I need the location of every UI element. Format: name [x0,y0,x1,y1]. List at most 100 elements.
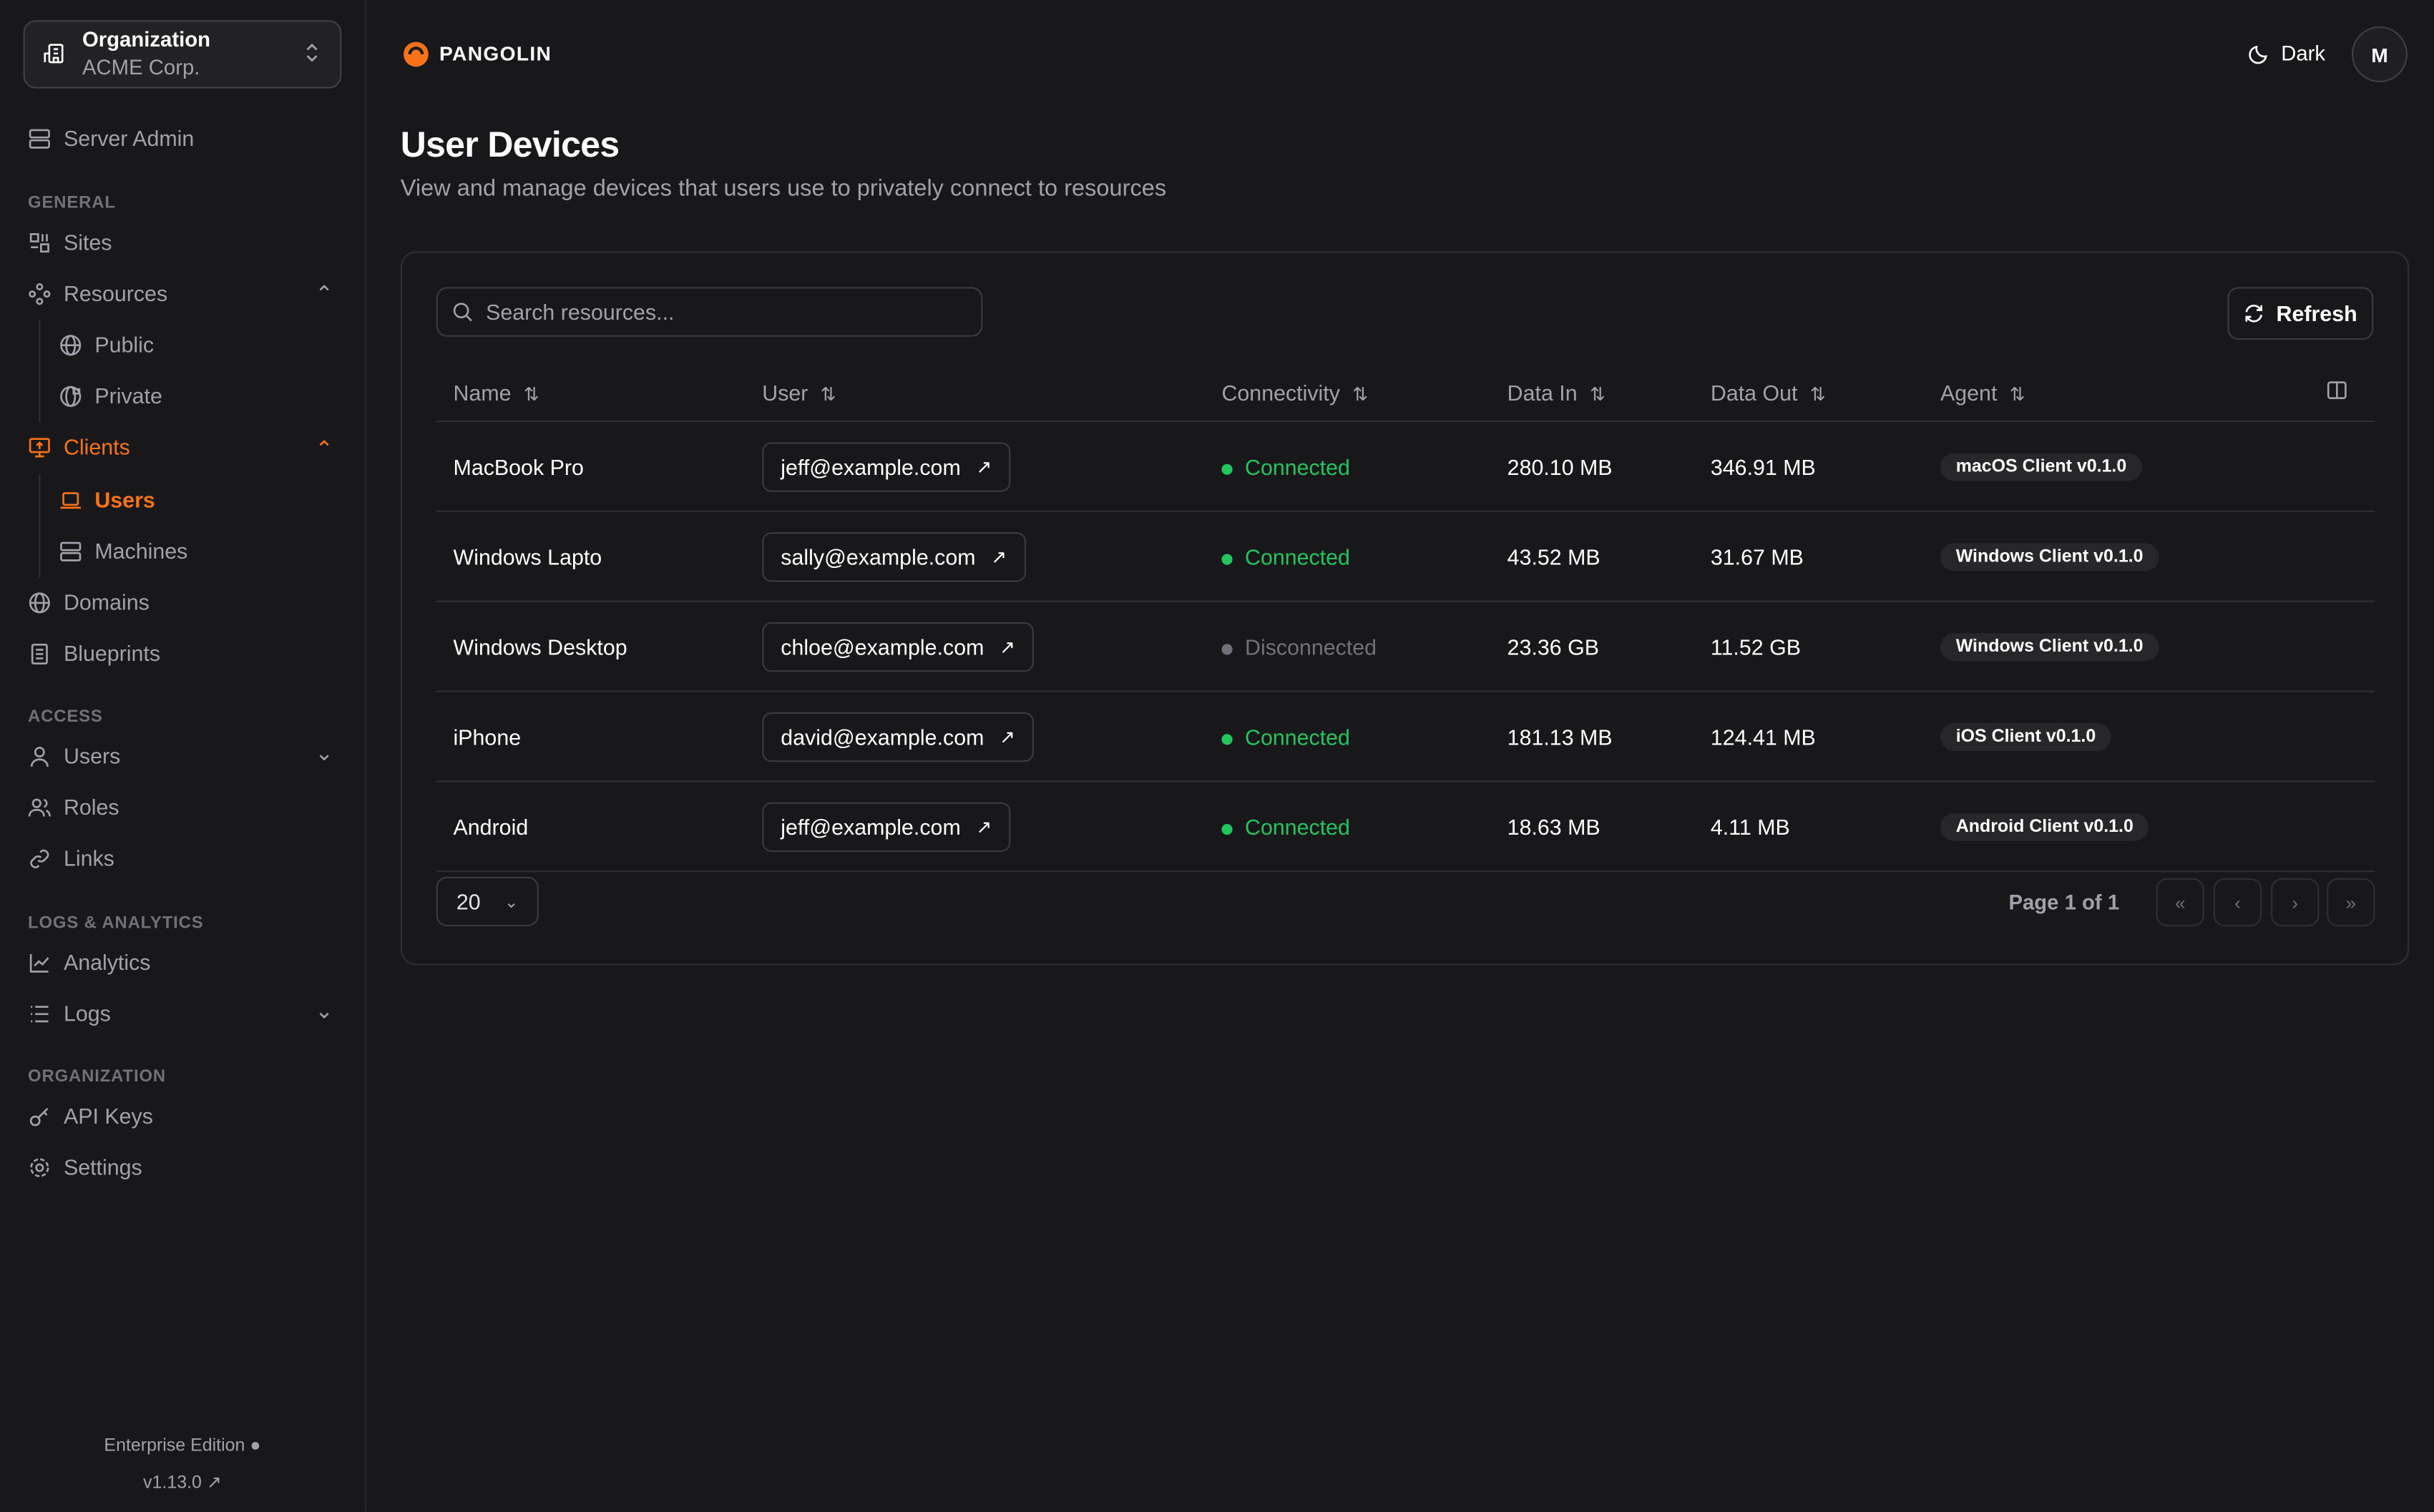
user-cell: jeff@example.com ↗ [745,781,1205,873]
section-general: GENERAL [28,194,116,213]
prev-page-button[interactable]: ‹ [2213,878,2262,927]
sidebar-item-clients[interactable]: Clients [28,434,130,459]
sidebar-item-private[interactable]: Private [59,383,162,408]
search-placeholder: Search resources... [486,299,675,325]
version-text: v1.13.0 [143,1474,202,1493]
user-cell: chloe@example.com ↗ [745,601,1205,692]
user-email: jeff@example.com [781,453,961,479]
data-out: 346.91 MB [1693,421,1924,512]
sidebar-item-logs[interactable]: Logs [28,1001,111,1026]
page-size-select[interactable]: 20 ⌄ [436,876,539,927]
sidebar-item-blueprints[interactable]: Blueprints [28,641,160,666]
label: Domains [63,589,150,615]
sidebar-item-server-admin[interactable]: Server Admin [28,125,195,151]
sidebar-item-access-users[interactable]: Users [28,743,120,768]
sidebar-item-sites[interactable]: Sites [28,230,112,255]
laptop-icon [60,491,81,509]
sidebar-item-roles[interactable]: Roles [28,795,119,820]
refresh-label: Refresh [2276,300,2357,326]
sites-icon [29,232,49,252]
label: Settings [63,1154,142,1179]
agent-badge: Windows Client v0.1.0 [1940,543,2159,571]
col-data-in[interactable]: Data In ⇅ [1490,364,1694,423]
arrow-up-right-icon: ↗ [976,815,992,838]
label: Roles [63,794,119,820]
org-switcher[interactable]: Organization ACME Corp. [23,20,342,89]
sort-icon: ⇅ [2009,383,2025,406]
sidebar-item-analytics[interactable]: Analytics [28,950,151,975]
search-icon [453,303,472,322]
sort-icon: ⇅ [1589,383,1605,406]
brand-logo[interactable]: PANGOLIN [401,37,552,68]
devices-card: Search resources... Refresh Name ⇅ User ⇅ … [400,251,2410,966]
page-size-value: 20 [456,889,481,914]
data-out: 124.41 MB [1693,691,1924,782]
col-name[interactable]: Name ⇅ [436,364,746,423]
sort-icon: ⇅ [1809,383,1826,406]
data-in: 23.36 GB [1490,601,1694,692]
theme-toggle[interactable]: Dark [2249,42,2325,65]
refresh-button[interactable]: Refresh [2227,287,2374,340]
data-in: 18.63 MB [1490,781,1694,873]
chevron-down-icon[interactable]: ⌄ [315,998,333,1023]
globe-icon [60,334,82,355]
user-link-button[interactable]: sally@example.com ↗ [762,531,1026,581]
sidebar-item-api-keys[interactable]: API Keys [28,1104,153,1128]
server-icon [60,541,82,561]
user-link-button[interactable]: chloe@example.com ↗ [762,621,1034,672]
sidebar-item-links[interactable]: Links [28,845,114,870]
globe-lock-icon [60,385,82,406]
device-name: Windows Desktop [436,601,746,692]
table-header-row: Name ⇅ User ⇅ Connectivity ⇅ Data In ⇅ Data … [436,364,2375,423]
version-link[interactable]: v1.13.0 ↗ [0,1471,365,1493]
user-link-button[interactable]: jeff@example.com ↗ [762,801,1011,852]
data-out: 11.52 GB [1693,601,1924,692]
data-out: 4.11 MB [1693,781,1924,873]
data-in: 43.52 MB [1490,511,1694,602]
agent-cell: Windows Client v0.1.0 [1923,601,2375,692]
page-title: User Devices [400,124,620,165]
col-agent[interactable]: Agent ⇅ [1923,364,2310,423]
sidebar-item-settings[interactable]: Settings [28,1154,142,1179]
external-link-icon: ↗ [206,1474,222,1493]
chevrons-right-icon: » [2345,891,2357,913]
link-icon [30,848,49,868]
next-page-button[interactable]: › [2271,878,2320,927]
col-connectivity[interactable]: Connectivity ⇅ [1204,364,1490,423]
last-page-button[interactable]: » [2327,878,2375,927]
data-out: 31.67 MB [1693,511,1924,602]
server-icon [29,128,50,148]
chevron-up-icon[interactable]: ⌃ [315,280,333,306]
user-icon [30,746,49,766]
user-link-button[interactable]: jeff@example.com ↗ [762,441,1011,491]
sidebar-item-machines[interactable]: Machines [59,539,187,564]
user-email: jeff@example.com [781,813,961,839]
col-user[interactable]: User ⇅ [745,364,1205,423]
first-page-button[interactable]: « [2156,878,2204,927]
user-cell: sally@example.com ↗ [745,511,1205,602]
columns-toggle[interactable] [2310,364,2375,423]
edition-label[interactable]: Enterprise Edition ● [0,1437,365,1455]
search-input[interactable]: Search resources... [436,287,983,337]
section-organization: ORGANIZATION [28,1067,167,1086]
sidebar-item-public[interactable]: Public [59,332,154,357]
data-in: 181.13 MB [1490,691,1694,782]
label: Server Admin [63,125,195,151]
connectivity-cell: Disconnected [1204,601,1490,692]
sidebar-item-resources[interactable]: Resources [28,281,167,305]
col-label: User [762,380,808,406]
agent-badge: iOS Client v0.1.0 [1940,723,2111,752]
label: Public [94,332,155,358]
chevron-down-icon[interactable]: ⌄ [315,740,333,765]
main-content: PANGOLIN Dark M User Devices View and ma… [366,0,2434,1512]
user-link-button[interactable]: david@example.com ↗ [762,711,1034,762]
tree-line [39,474,41,578]
col-data-out[interactable]: Data Out ⇅ [1693,364,1924,423]
status-dot [1221,733,1233,745]
device-name: Windows Lapto [436,511,746,602]
sidebar-item-users[interactable]: Users [59,487,155,512]
section-logs: LOGS & ANALYTICS [28,913,204,933]
avatar[interactable]: M [2351,26,2408,82]
chevron-up-icon[interactable]: ⌃ [315,436,333,461]
sidebar-item-domains[interactable]: Domains [28,589,150,614]
